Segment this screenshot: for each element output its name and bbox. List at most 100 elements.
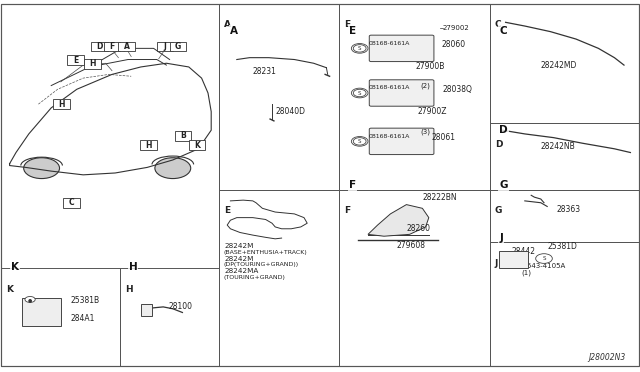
Text: S: S	[358, 46, 362, 51]
Text: K: K	[6, 285, 13, 294]
Text: K: K	[11, 262, 19, 272]
Bar	[1, 268, 120, 366]
Bar	[170, 42, 186, 51]
Text: (DP(TOURING+GRAND)): (DP(TOURING+GRAND))	[224, 262, 299, 267]
Bar	[490, 242, 639, 366]
Bar	[157, 42, 173, 51]
Text: D: D	[96, 42, 102, 51]
Text: 284A1: 284A1	[70, 314, 95, 323]
Text: (TOURING+GRAND): (TOURING+GRAND)	[224, 275, 286, 280]
Text: 08168-6161A: 08168-6161A	[369, 134, 410, 139]
Text: C: C	[499, 26, 507, 36]
Text: 27900Z: 27900Z	[417, 107, 447, 116]
Text: S: S	[358, 139, 362, 144]
Text: F: F	[349, 180, 356, 190]
Text: 27900B: 27900B	[416, 62, 445, 71]
Text: 28242M: 28242M	[224, 243, 253, 248]
Bar	[22, 298, 61, 326]
Text: J: J	[164, 42, 166, 51]
Circle shape	[25, 296, 35, 302]
Text: (1): (1)	[522, 269, 532, 276]
Bar	[53, 99, 70, 109]
Text: 08168-6161A: 08168-6161A	[369, 41, 410, 46]
Text: J: J	[499, 232, 503, 243]
Bar	[490, 190, 639, 242]
Text: J: J	[495, 259, 498, 267]
Text: F: F	[344, 206, 351, 215]
Bar	[63, 198, 80, 208]
Text: B: B	[180, 131, 186, 140]
Text: A: A	[124, 42, 130, 51]
Text: S: S	[358, 90, 362, 96]
Text: ●: ●	[28, 297, 32, 302]
Text: 28242MA: 28242MA	[224, 268, 259, 274]
Text: H: H	[125, 285, 132, 294]
Text: (2): (2)	[420, 82, 430, 89]
Text: E: E	[349, 26, 356, 36]
Bar	[1, 4, 219, 366]
Text: 25381D: 25381D	[547, 242, 577, 251]
Text: H: H	[129, 262, 138, 272]
Text: S: S	[542, 256, 546, 261]
Text: D: D	[495, 140, 502, 148]
Text: G: G	[175, 42, 181, 51]
Text: D: D	[499, 125, 508, 135]
Bar	[67, 55, 84, 65]
Text: 28100: 28100	[168, 302, 192, 311]
Bar	[499, 251, 528, 268]
Text: F: F	[109, 42, 115, 51]
Text: (BASE+ENTHUSIA+TRACK): (BASE+ENTHUSIA+TRACK)	[224, 250, 308, 255]
Text: 28442: 28442	[512, 247, 536, 256]
Circle shape	[353, 138, 366, 145]
Bar	[339, 190, 490, 366]
Text: (3): (3)	[420, 129, 431, 135]
Text: E: E	[73, 56, 78, 65]
Bar	[120, 268, 219, 366]
Text: C: C	[495, 20, 501, 29]
Circle shape	[155, 158, 191, 179]
Text: 279002: 279002	[443, 25, 470, 31]
Bar	[84, 59, 101, 69]
Bar	[490, 4, 639, 123]
Bar	[91, 42, 108, 51]
Text: 28260: 28260	[406, 224, 430, 233]
Bar	[141, 304, 152, 316]
Text: A: A	[224, 20, 231, 29]
Text: H: H	[58, 100, 65, 109]
Text: E: E	[344, 20, 351, 29]
Bar	[339, 4, 490, 190]
Text: 28363: 28363	[557, 205, 581, 214]
Text: A: A	[230, 26, 238, 36]
Bar	[189, 140, 205, 150]
Bar	[140, 140, 157, 150]
Bar	[118, 42, 135, 51]
Text: 25381B: 25381B	[70, 296, 100, 305]
Text: H: H	[90, 60, 96, 68]
Text: K: K	[194, 141, 200, 150]
Text: 28038Q: 28038Q	[443, 85, 473, 94]
Text: H: H	[145, 141, 152, 150]
Text: 28242MD: 28242MD	[541, 61, 577, 70]
Text: 279608: 279608	[397, 241, 426, 250]
FancyBboxPatch shape	[369, 80, 434, 106]
Text: 28242M: 28242M	[224, 256, 253, 262]
Text: G: G	[495, 206, 502, 215]
Bar	[490, 123, 639, 190]
Text: G: G	[499, 180, 508, 190]
Text: 28061: 28061	[432, 133, 456, 142]
FancyBboxPatch shape	[369, 35, 434, 61]
Text: 08168-6161A: 08168-6161A	[369, 86, 410, 90]
Circle shape	[353, 89, 366, 97]
Text: 08543-4105A: 08543-4105A	[518, 263, 566, 269]
FancyBboxPatch shape	[369, 128, 434, 155]
Text: C: C	[69, 198, 74, 207]
Text: 28060: 28060	[442, 40, 466, 49]
Text: 28242NB: 28242NB	[541, 142, 575, 151]
Bar	[175, 131, 191, 141]
Polygon shape	[368, 205, 429, 236]
Circle shape	[24, 158, 60, 179]
Text: 28231: 28231	[253, 67, 276, 76]
Text: J28002N3: J28002N3	[589, 353, 626, 362]
Text: 28222BN: 28222BN	[422, 193, 457, 202]
Text: 28040D: 28040D	[275, 107, 305, 116]
